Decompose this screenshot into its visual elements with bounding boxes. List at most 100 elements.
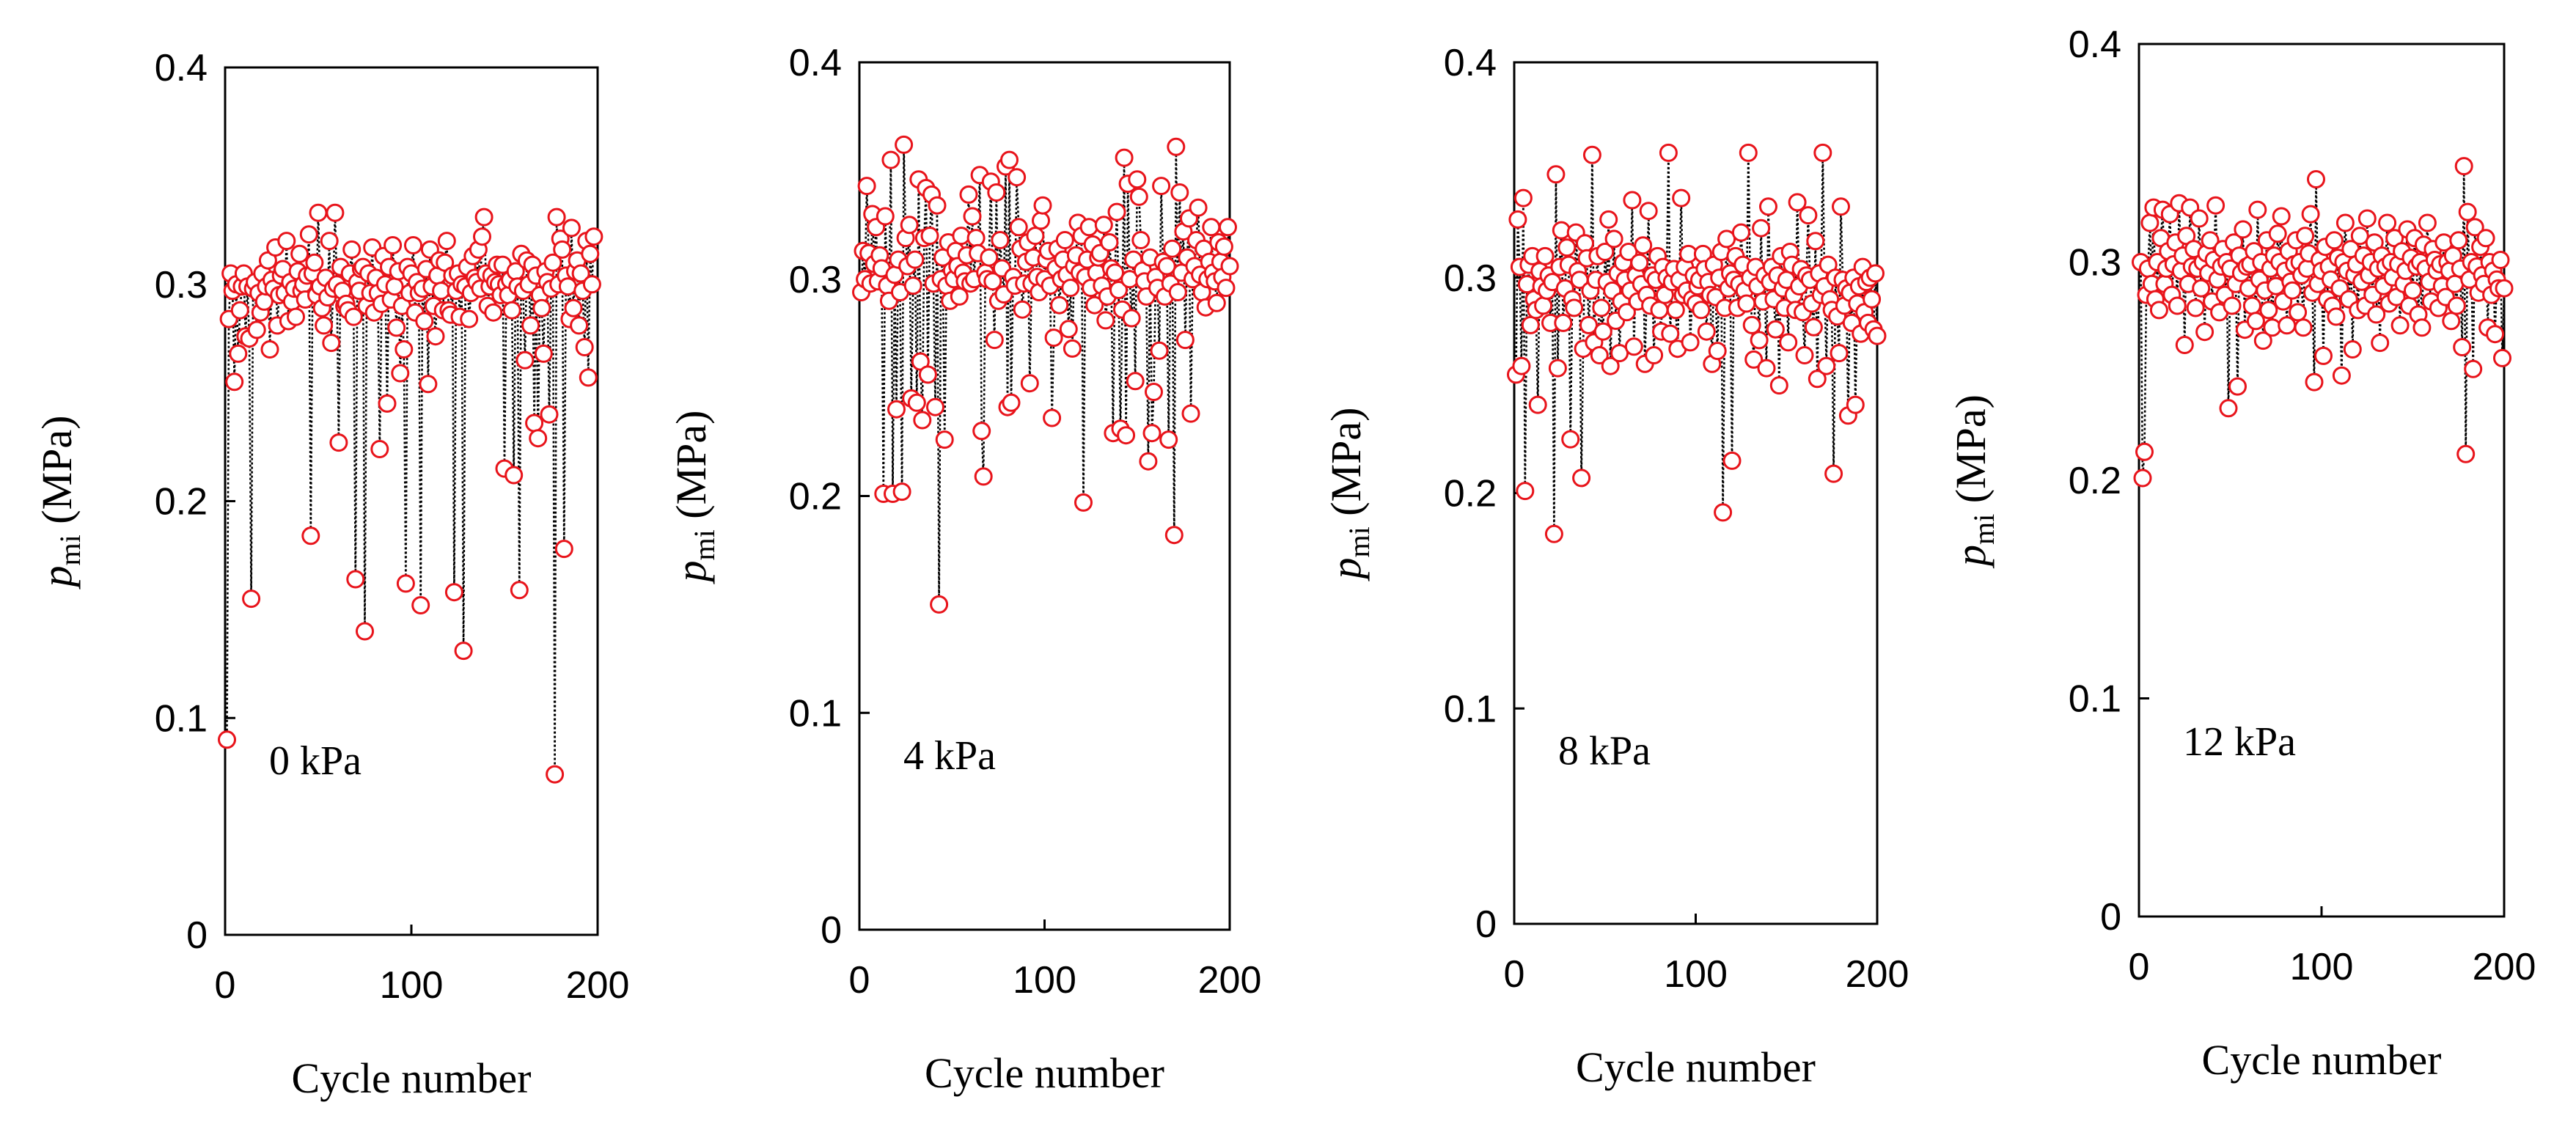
data-point [419,375,438,394]
panel-annotation: 0 kPa [269,738,362,784]
data-point [1181,404,1200,423]
data-point [1521,315,1540,334]
data-point [906,250,925,269]
data-point [1512,356,1531,375]
data-point [1106,263,1124,282]
data-point [952,227,971,246]
data-point [326,203,345,222]
y-tick-label: 0.2 [2069,460,2121,502]
data-point [2228,377,2247,396]
data-point [913,411,932,430]
y-axis-label: pmi (MPa) [1322,408,1376,582]
data-point [546,765,565,784]
data-point [554,540,573,559]
y-label-unit: (MPa) [1947,394,1995,514]
data-point [1714,503,1733,522]
data-point [1697,322,1716,341]
data-point [972,422,991,441]
data-point [1164,526,1184,545]
y-label-symbol: p [33,565,81,589]
x-tick-label: 200 [1198,959,1262,1002]
data-point [2268,224,2287,243]
y-tick-label: 0.3 [155,264,208,306]
data-point [521,316,540,335]
data-point [1634,236,1653,255]
data-point [2332,366,2351,385]
data-point [1846,395,1865,414]
data-point [2491,251,2510,269]
x-tick-label: 100 [380,964,444,1007]
y-label-symbol: p [1322,557,1370,581]
data-point [260,340,279,359]
data-point [1623,191,1642,210]
data-point [1214,237,1233,256]
data-point [1508,210,1527,229]
data-point [1788,193,1807,212]
data-point [426,327,445,346]
x-axis-label: Cycle number [292,1054,532,1102]
data-point [1599,210,1618,229]
data-point [1666,301,1685,320]
panel-annotation: 8 kPa [1558,729,1651,774]
data-point [1131,231,1151,249]
data-point [484,303,503,322]
data-point [2493,348,2511,367]
panel-0-kpa: 0 0.1 0.2 0.3 0.4 0 100 200 Cycle number pmi (MPa… [33,47,629,1102]
data-point [504,466,524,485]
y-tick-label: 0.1 [789,692,842,735]
data-point [1737,294,1756,313]
y-label-subscript: mi [1967,514,2000,545]
data-point [575,338,594,356]
data-point [2133,469,2152,488]
data-point [2495,279,2514,298]
data-point [562,218,581,238]
data-point [1109,281,1128,299]
data-point [582,275,601,294]
data-point [2476,229,2495,248]
data-point [2263,318,2282,337]
data-point [529,429,548,448]
y-tick-label: 0 [821,909,842,952]
data-point [1528,395,1547,414]
data-point [411,596,430,614]
data-point [564,298,583,317]
data-point [935,430,954,449]
data-point [963,207,982,226]
data-point [1722,451,1742,470]
data-point [437,232,456,251]
y-tick-label: 0.1 [1444,688,1497,730]
data-point [2324,231,2344,250]
y-tick-label: 0.4 [1444,42,1497,84]
data-point [510,581,529,600]
data-point [1094,216,1113,235]
data-point [1050,295,1069,315]
data-point [301,526,320,546]
y-label-unit: (MPa) [33,416,81,535]
data-point [1008,168,1027,187]
data-point [1115,148,1134,167]
data-point [454,642,473,661]
data-point [966,229,986,248]
data-point [2190,209,2209,228]
y-tick-label: 0 [186,914,208,957]
data-point [1661,324,1680,343]
data-point [1868,326,1887,345]
data-point [2447,296,2466,315]
data-point [1059,320,1078,339]
data-point [2253,331,2272,350]
data-point [1832,197,1850,216]
y-label-symbol: p [667,560,715,584]
data-point [2367,305,2386,324]
data-point [1650,301,1669,320]
data-point [2206,196,2225,215]
data-point [2135,442,2154,461]
data-point [1055,231,1074,249]
data-point [571,264,590,283]
data-point [1002,393,1021,412]
series-line [860,144,1231,605]
data-point [2453,338,2472,356]
data-point [2140,213,2159,232]
data-point [1813,143,1832,162]
data-point [2201,231,2220,250]
